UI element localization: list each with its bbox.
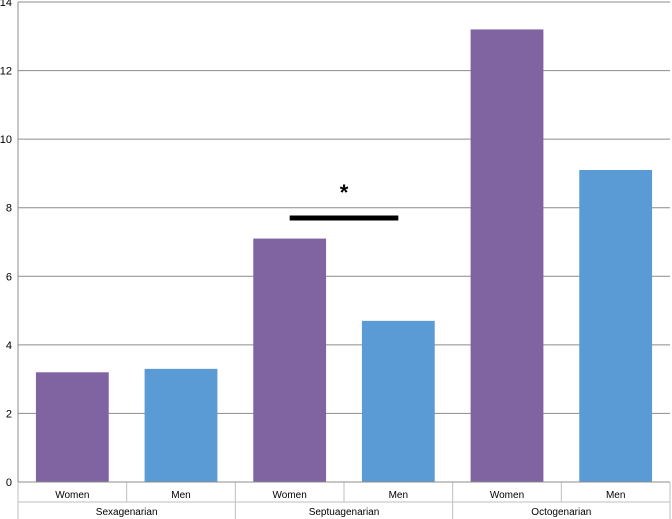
y-tick-label: 4 — [6, 340, 12, 352]
bar-men — [361, 320, 435, 482]
y-tick-label: 2 — [6, 408, 12, 420]
y-tick-label: 8 — [6, 203, 12, 215]
bar-women — [35, 372, 109, 482]
y-tick-label: 12 — [0, 66, 12, 78]
significance-asterisk: * — [340, 180, 349, 205]
x-group-label: Octogenarian — [531, 507, 591, 518]
y-tick-label: 14 — [0, 0, 12, 9]
bar-men — [144, 368, 218, 482]
x-group-label: Septuagenarian — [309, 507, 380, 518]
y-tick-label: 10 — [0, 134, 12, 146]
bar-women — [253, 238, 327, 482]
x-category-label: Women — [490, 490, 524, 501]
y-tick-label: 6 — [6, 271, 12, 283]
x-category-label: Men — [389, 490, 408, 501]
bar-men — [579, 170, 653, 482]
x-category-label: Women — [273, 490, 307, 501]
x-category-label: Men — [171, 490, 190, 501]
bar-women — [470, 29, 544, 483]
x-category-label: Women — [55, 490, 89, 501]
x-category-label: Men — [606, 490, 625, 501]
x-group-label: Sexagenarian — [96, 507, 158, 518]
y-tick-label: 0 — [6, 477, 12, 489]
